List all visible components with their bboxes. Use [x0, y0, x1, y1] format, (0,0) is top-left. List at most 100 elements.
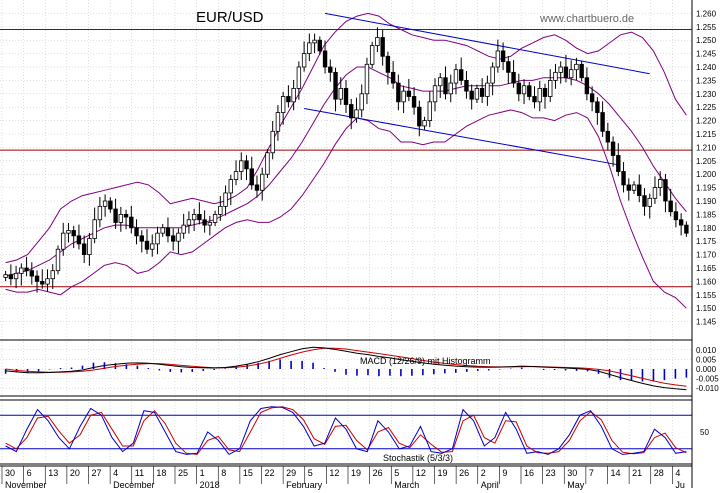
candle-body: [186, 219, 192, 226]
candle-body: [364, 63, 370, 95]
watermark: www.chartbuero.de: [539, 13, 634, 25]
candle-body: [500, 50, 506, 63]
candle-body: [76, 235, 82, 245]
candle-body: [390, 71, 396, 84]
price-panel: [0, 12, 692, 309]
x-day-label: 12: [329, 468, 339, 478]
price-tick-label: 1.175: [696, 237, 717, 246]
candle-body: [328, 66, 333, 73]
candle-body: [532, 96, 537, 103]
candle-body: [61, 232, 66, 250]
candle-body: [97, 205, 103, 221]
x-month-label: May: [567, 480, 585, 490]
candle-body: [254, 184, 260, 191]
x-month-label: April: [481, 480, 499, 490]
x-day-label: 28: [654, 468, 664, 478]
stochastic-k-line: [5, 406, 687, 456]
candle-body: [322, 50, 328, 68]
candle-body: [108, 200, 113, 210]
candle-body: [307, 42, 312, 55]
x-day-label: 21: [632, 468, 642, 478]
candle-body: [584, 77, 590, 95]
candle-body: [3, 274, 8, 278]
candle-body: [270, 130, 275, 154]
macd-line: [5, 346, 687, 391]
candle-body: [474, 88, 480, 100]
x-day-label: 29: [286, 468, 296, 478]
candle-body: [464, 80, 469, 92]
candle-body: [29, 270, 35, 277]
candle-body: [249, 168, 254, 186]
price-tick-label: 1.240: [696, 63, 717, 72]
candle-body: [92, 219, 97, 239]
candle-body: [558, 66, 563, 73]
candle-body: [568, 69, 574, 79]
candle-body: [87, 238, 92, 256]
stochastic-d-line: [5, 406, 687, 455]
price-tick-label: 1.235: [696, 76, 717, 85]
x-day-label: 27: [92, 468, 102, 478]
candle-body: [40, 280, 45, 285]
x-day-label: 20: [70, 468, 80, 478]
candle-body: [129, 216, 134, 229]
candle-body: [417, 106, 422, 127]
candle-body: [45, 278, 50, 285]
candle-body: [579, 63, 584, 79]
x-day-label: 19: [438, 468, 448, 478]
bollinger-middle: [5, 66, 687, 277]
price-tick-label: 1.220: [696, 117, 717, 126]
x-day-label: 23: [546, 468, 556, 478]
candle-body: [317, 39, 323, 52]
candle-body: [406, 90, 412, 97]
candle-body: [657, 179, 663, 188]
candle-body: [668, 200, 673, 213]
x-day-label: 5: [394, 468, 399, 478]
candle-body: [652, 187, 658, 199]
candle-body: [642, 195, 647, 207]
x-day-label: 26: [459, 468, 469, 478]
candle-body: [233, 171, 239, 180]
candle-body: [647, 197, 652, 207]
x-day-label: 14: [611, 468, 621, 478]
x-day-label: 2: [481, 468, 486, 478]
candle-body: [197, 213, 202, 221]
x-month-label: 2018: [200, 480, 220, 490]
candle-body: [621, 171, 626, 186]
candle-body: [616, 155, 621, 172]
candle-body: [338, 88, 343, 100]
x-day-label: 6: [27, 468, 32, 478]
candle-body: [160, 227, 165, 234]
macd-tick-label: -0.010: [696, 384, 719, 393]
candle-body: [113, 208, 118, 223]
candle-body: [448, 82, 453, 95]
price-tick-label: 1.180: [696, 224, 717, 233]
candle-body: [600, 112, 605, 132]
price-tick-label: 1.155: [696, 291, 717, 300]
candle-body: [155, 232, 160, 245]
x-day-label: 11: [135, 468, 144, 478]
candle-body: [102, 200, 108, 207]
candle-body: [212, 213, 218, 223]
candle-body: [506, 61, 511, 73]
candle-body: [280, 96, 286, 113]
candle-body: [537, 88, 542, 103]
price-tick-label: 1.170: [696, 251, 717, 260]
candle-body: [673, 211, 679, 221]
candle-body: [354, 109, 359, 119]
candle-body: [202, 219, 207, 226]
candle-body: [55, 248, 61, 272]
candle-body: [432, 85, 438, 103]
candle-body: [343, 88, 349, 105]
candle-body: [139, 235, 144, 242]
trend-line: [324, 12, 650, 75]
candle-body: [19, 267, 24, 274]
x-month-label: March: [394, 480, 419, 490]
candle-body: [495, 50, 501, 68]
macd-tick-label: 0.000: [696, 365, 717, 374]
stochastic-tick-label: 50: [700, 428, 709, 437]
x-day-label: 16: [524, 468, 534, 478]
x-month-label: February: [286, 480, 323, 490]
macd-signal-line: [5, 347, 687, 387]
candle-body: [223, 192, 228, 207]
candle-body: [207, 222, 213, 226]
